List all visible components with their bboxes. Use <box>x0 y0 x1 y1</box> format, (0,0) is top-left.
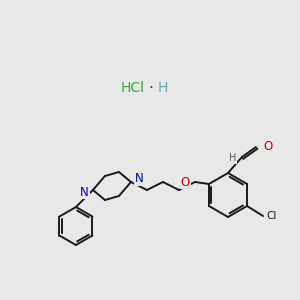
Text: H: H <box>158 81 168 95</box>
Text: O: O <box>263 140 272 152</box>
Text: O: O <box>181 176 190 188</box>
Text: HCl: HCl <box>121 81 145 95</box>
Text: N: N <box>80 185 89 199</box>
Text: ·: · <box>148 80 153 95</box>
Text: Cl: Cl <box>266 211 276 221</box>
Text: H: H <box>229 153 236 163</box>
Text: N: N <box>135 172 144 185</box>
